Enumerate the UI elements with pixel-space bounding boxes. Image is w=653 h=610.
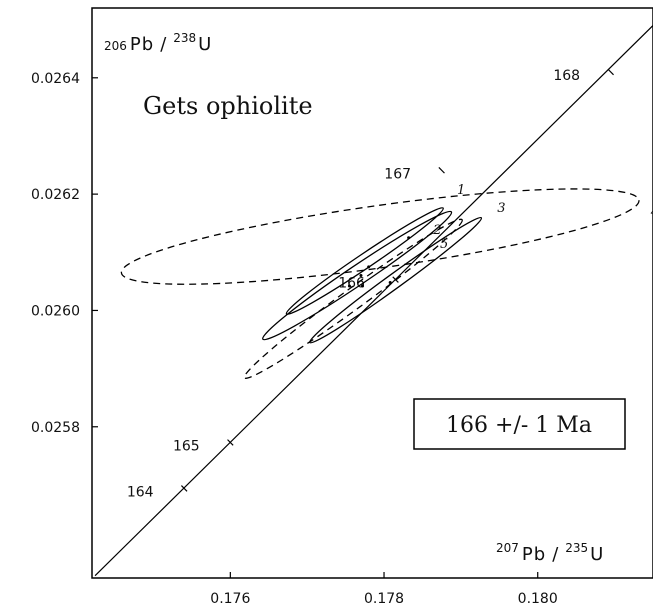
chart-title: Gets ophiolite [143, 92, 313, 120]
data-dot-3 [361, 284, 365, 288]
age-tick-168 [607, 68, 614, 76]
age-label-165: 165 [173, 438, 200, 454]
age-tick-164 [180, 485, 188, 492]
error-ellipse-1 [285, 207, 444, 315]
age-tick-165 [227, 439, 234, 446]
ellipse-label-2: 2 [432, 223, 441, 238]
x-tick-label-2: 0.180 [518, 591, 558, 607]
error-ellipse-4 [120, 188, 640, 285]
ellipse-label-1: 1 [457, 183, 465, 198]
data-dot-5 [407, 236, 411, 240]
x-tick-label-1: 0.178 [364, 591, 404, 607]
ellipse-label-4: 4 [650, 205, 653, 220]
age-label-167: 167 [384, 166, 411, 182]
x-tick-label-0: 0.176 [210, 591, 250, 607]
age-label-166: 166 [338, 276, 365, 292]
data-dot-2 [347, 284, 351, 288]
result-box [413, 398, 626, 450]
error-ellipse-5 [243, 218, 463, 379]
ellipse-label-3: 3 [497, 201, 505, 216]
y-tick-label-3: 0.0264 [31, 71, 80, 87]
error-ellipse-2 [262, 210, 453, 341]
y-tick-label-1: 0.0260 [31, 303, 80, 319]
age-tick-167 [438, 167, 445, 174]
data-dot-4 [388, 281, 392, 285]
age-label-164: 164 [127, 484, 154, 500]
y-axis-title: 206 Pb/238 U [104, 31, 212, 55]
plot-frame [91, 7, 653, 579]
y-tick-label-0: 0.0258 [31, 420, 80, 436]
data-dot-1 [359, 274, 363, 278]
x-axis-title: 207 Pb/235 U [496, 541, 604, 565]
result-text: 166 +/- 1 Ma [446, 413, 592, 438]
ellipse-label-5: 5 [440, 237, 448, 252]
data-dot-0 [367, 265, 371, 269]
y-tick-label-2: 0.0262 [31, 187, 80, 203]
concordia-curve [94, 24, 653, 577]
age-label-168: 168 [553, 68, 580, 84]
